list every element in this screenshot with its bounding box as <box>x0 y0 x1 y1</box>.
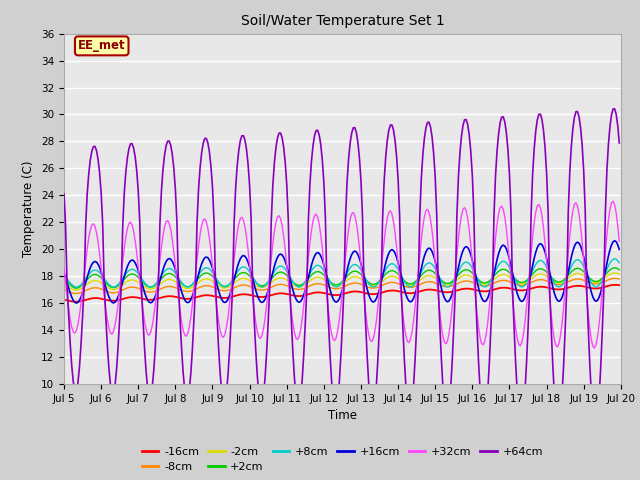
Y-axis label: Temperature (C): Temperature (C) <box>22 160 35 257</box>
Legend: -16cm, -8cm, -2cm, +2cm, +8cm, +16cm, +32cm, +64cm: -16cm, -8cm, -2cm, +2cm, +8cm, +16cm, +3… <box>138 442 547 477</box>
X-axis label: Time: Time <box>328 409 357 422</box>
Text: EE_met: EE_met <box>78 39 125 52</box>
Title: Soil/Water Temperature Set 1: Soil/Water Temperature Set 1 <box>241 14 444 28</box>
